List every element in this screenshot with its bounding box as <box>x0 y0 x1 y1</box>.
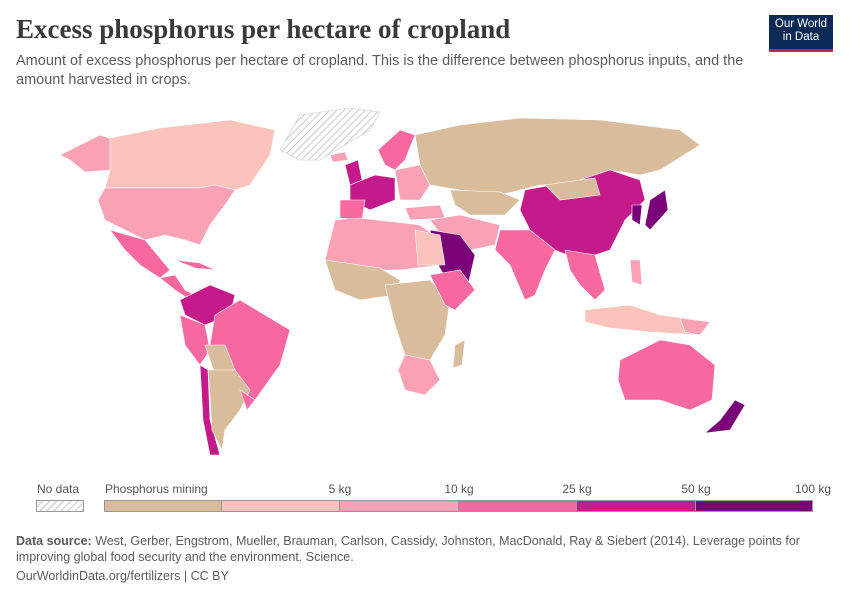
legend-bin-25-50[interactable] <box>576 500 696 512</box>
region-iberia[interactable] <box>339 199 366 221</box>
region-usa[interactable] <box>97 184 236 246</box>
legend-bin-0-5[interactable] <box>221 500 340 512</box>
chart-subtitle: Amount of excess phosphorus per hectare … <box>16 53 744 88</box>
world-map[interactable] <box>0 100 850 470</box>
source-label: Data source: <box>16 534 92 548</box>
region-southeast-asia[interactable] <box>564 249 606 301</box>
region-east-africa[interactable] <box>429 269 476 311</box>
data-source: Data source: West, Gerber, Engstrom, Mue… <box>16 533 816 565</box>
region-iceland[interactable] <box>329 151 349 163</box>
region-eastern-europe[interactable] <box>394 164 431 201</box>
region-kazakhstan[interactable] <box>449 189 521 216</box>
source-text: West, Gerber, Engstrom, Mueller, Brauman… <box>16 534 800 564</box>
region-mexico[interactable] <box>109 229 171 279</box>
region-turkey[interactable] <box>404 204 446 221</box>
legend-bin-mining[interactable] <box>104 500 222 512</box>
legend-tick-5: 5 kg <box>328 482 352 496</box>
region-china[interactable] <box>519 169 646 261</box>
region-canada[interactable] <box>104 119 276 191</box>
region-caribbean[interactable] <box>174 259 216 271</box>
region-philippines[interactable] <box>629 259 643 286</box>
region-argentina[interactable] <box>207 369 251 451</box>
source-url[interactable]: OurWorldinData.org/fertilizers | CC BY <box>16 569 229 583</box>
legend-bin-5-10[interactable] <box>339 500 459 512</box>
owid-logo[interactable]: Our World in Data <box>769 15 833 52</box>
legend-label-mining: Phosphorus mining <box>105 482 208 496</box>
region-mongolia[interactable] <box>544 177 601 201</box>
region-papua-new-guinea[interactable] <box>679 317 711 336</box>
region-southern-africa[interactable] <box>397 354 441 396</box>
region-madagascar[interactable] <box>452 339 466 369</box>
region-india[interactable] <box>494 229 556 301</box>
legend-tick-25: 25 kg <box>562 482 592 496</box>
legend-no-data-label: No data <box>37 482 80 496</box>
region-alaska[interactable] <box>59 134 116 173</box>
region-central-africa[interactable] <box>384 279 451 361</box>
region-korea[interactable] <box>631 204 643 226</box>
legend-tick-10: 10 kg <box>444 482 474 496</box>
legend-no-data-swatch[interactable] <box>36 500 84 512</box>
region-australia[interactable] <box>617 339 716 411</box>
region-greenland[interactable] <box>279 107 381 161</box>
region-new-zealand[interactable] <box>704 399 746 434</box>
chart-title: Excess phosphorus per hectare of croplan… <box>16 14 511 44</box>
region-egypt[interactable] <box>414 229 446 266</box>
region-uruguay[interactable] <box>239 389 256 411</box>
region-peru[interactable] <box>179 314 211 366</box>
legend-bin-10-25[interactable] <box>458 500 577 512</box>
region-scandinavia[interactable] <box>377 129 416 171</box>
legend-tick-100: 100 kg <box>794 482 832 496</box>
region-japan[interactable] <box>644 189 669 231</box>
legend-bin-50-100[interactable] <box>695 500 813 512</box>
region-russia[interactable] <box>414 117 701 196</box>
legend-tick-50: 50 kg <box>681 482 711 496</box>
